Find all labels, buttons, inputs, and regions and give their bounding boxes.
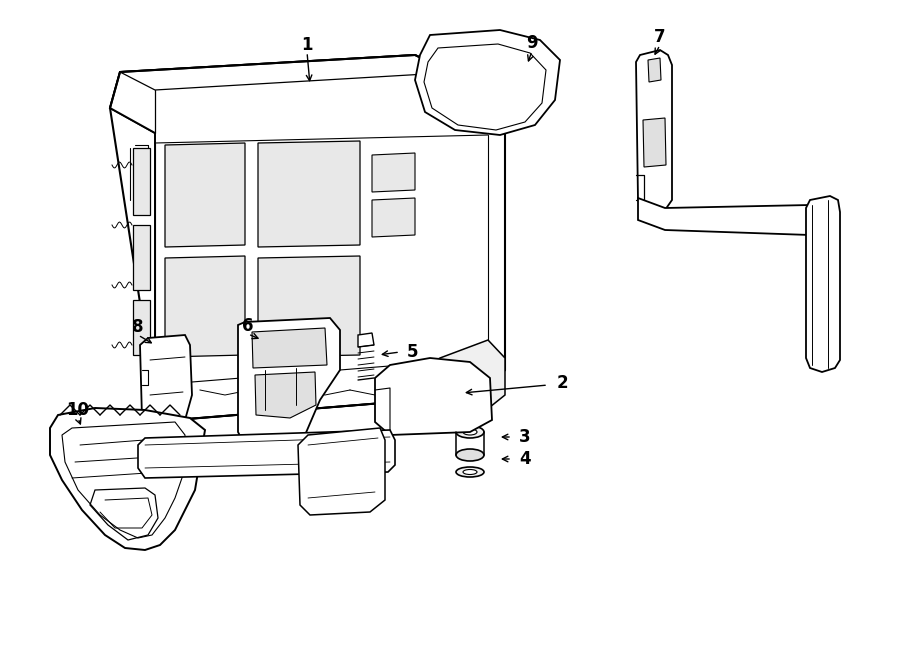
Text: 8: 8 [132, 318, 144, 336]
Polygon shape [636, 50, 672, 215]
Ellipse shape [463, 429, 477, 435]
Polygon shape [258, 141, 360, 247]
Polygon shape [643, 118, 666, 167]
Text: 9: 9 [526, 34, 538, 52]
Circle shape [278, 427, 288, 437]
Circle shape [819, 306, 827, 314]
Circle shape [433, 390, 447, 404]
Polygon shape [133, 225, 150, 290]
Polygon shape [138, 430, 395, 478]
Polygon shape [638, 198, 820, 235]
Polygon shape [165, 256, 245, 357]
Polygon shape [415, 30, 560, 135]
Polygon shape [298, 428, 385, 515]
Polygon shape [140, 335, 192, 432]
Text: 2: 2 [556, 374, 568, 392]
Circle shape [420, 377, 460, 417]
Circle shape [415, 295, 425, 305]
Polygon shape [110, 55, 505, 420]
Polygon shape [238, 318, 340, 452]
Ellipse shape [456, 449, 484, 461]
Ellipse shape [456, 426, 484, 438]
Polygon shape [165, 143, 245, 247]
Circle shape [263, 425, 273, 435]
Circle shape [427, 384, 453, 410]
Polygon shape [133, 300, 150, 355]
Polygon shape [252, 328, 327, 368]
Polygon shape [372, 153, 415, 192]
Circle shape [819, 251, 827, 259]
Text: 1: 1 [302, 36, 313, 54]
Polygon shape [648, 58, 661, 82]
Polygon shape [420, 340, 505, 420]
Polygon shape [133, 148, 150, 215]
Text: 10: 10 [67, 401, 89, 419]
Text: 3: 3 [519, 428, 531, 446]
Polygon shape [110, 55, 465, 133]
Ellipse shape [439, 319, 451, 341]
Polygon shape [372, 198, 415, 237]
Circle shape [386, 416, 394, 424]
Ellipse shape [437, 250, 453, 280]
Polygon shape [255, 372, 316, 418]
Text: 5: 5 [406, 343, 418, 361]
Text: 6: 6 [242, 317, 254, 335]
Text: 7: 7 [654, 28, 666, 46]
Polygon shape [258, 256, 360, 357]
Polygon shape [375, 358, 492, 435]
Ellipse shape [463, 469, 477, 475]
Text: 4: 4 [519, 450, 531, 468]
Circle shape [390, 350, 400, 360]
Ellipse shape [456, 467, 484, 477]
Polygon shape [806, 196, 840, 372]
Polygon shape [358, 333, 374, 347]
Ellipse shape [437, 185, 453, 215]
Circle shape [446, 56, 458, 68]
Polygon shape [50, 408, 205, 550]
